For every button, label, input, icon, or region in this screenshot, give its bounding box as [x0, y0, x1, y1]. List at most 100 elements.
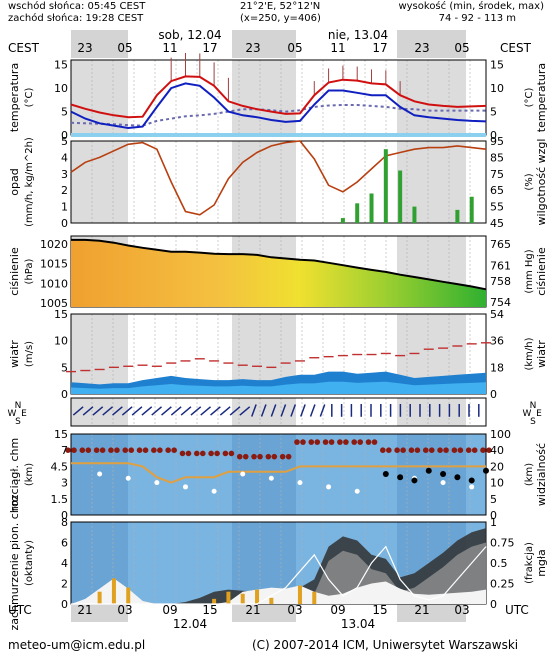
y-tick-label: 15 — [54, 308, 68, 321]
cloud-base-dot — [236, 453, 243, 460]
cloud-base-dot — [108, 447, 114, 454]
bottom-day1: 12.04 — [173, 617, 207, 631]
cloud-base-dot — [314, 439, 321, 445]
y-tick-label: 10 — [54, 335, 68, 348]
top-hour-label: 17 — [202, 41, 217, 55]
y-tick-label: 1015 — [40, 258, 68, 271]
y-tick-label: 4 — [61, 557, 68, 570]
cloud-base-dot — [151, 447, 157, 454]
compass-e-right: E — [536, 409, 542, 419]
y-tick-label: 15 — [54, 428, 68, 441]
axis-label-left: opad — [8, 168, 21, 195]
cloud-cover-bar — [297, 585, 302, 604]
y-tick-label: 0 — [61, 217, 68, 230]
timebar-night — [232, 30, 296, 58]
wind-direction-arrow — [170, 406, 182, 416]
low-cloud-dot — [440, 480, 446, 486]
axis-unit-right: (°C) — [524, 88, 535, 108]
wind-direction-arrow — [200, 406, 212, 416]
y-tick-label: 6 — [61, 537, 68, 550]
footer-email[interactable]: meteo-um@icm.edu.pl — [8, 638, 146, 652]
wind-direction-arrow — [190, 406, 202, 416]
precip-dot — [454, 474, 461, 481]
axis-unit-left: (hPa) — [24, 258, 35, 284]
y2-tick-label: 5 — [490, 106, 497, 119]
y2-tick-label: 36 — [490, 335, 504, 348]
y2-tick-label: 0 — [490, 598, 497, 611]
wind-direction-arrow — [229, 406, 241, 416]
y2-tick-label: 0.75 — [490, 537, 515, 550]
axis-label-left: ciśnienie — [8, 247, 21, 296]
cloud-base-dot — [414, 447, 421, 454]
cloud-base-dot — [142, 447, 149, 454]
wind-direction-arrow — [131, 406, 143, 416]
axis-unit-right: (%) — [524, 173, 535, 190]
precip-dot — [468, 477, 475, 484]
wind-direction-arrow — [102, 406, 114, 416]
low-cloud-dot — [354, 488, 360, 494]
cloud-base-dot — [193, 450, 200, 457]
axis-label-left: wiatr — [8, 340, 21, 368]
cloud-base-dot — [85, 447, 92, 454]
cloud-base-dot — [486, 447, 492, 454]
cloud-base-dot — [351, 439, 358, 445]
cloud-cover-bar — [212, 598, 217, 604]
cloud-base-dot — [242, 453, 249, 460]
cloud-base-dot — [271, 453, 278, 460]
cloud-base-dot — [71, 447, 77, 454]
sunrise-text: wschód słońca: 05:45 CEST — [8, 0, 146, 12]
cloud-base-dot — [380, 447, 386, 454]
cloud-base-dot — [300, 439, 306, 445]
compass-s: S — [15, 417, 21, 427]
fog-line — [71, 545, 487, 605]
y-tick-label: 15 — [54, 59, 68, 72]
compass-w: W — [8, 409, 17, 419]
wind-direction-arrow — [151, 406, 163, 416]
wind-direction-arrow — [141, 406, 153, 416]
cloud-base-dot — [294, 439, 300, 445]
precip-bar — [340, 218, 345, 223]
wind-direction-arrow — [309, 404, 316, 417]
wind-direction-arrow — [82, 406, 94, 416]
low-cloud-dot — [326, 484, 332, 490]
temp-min-line — [70, 82, 487, 130]
top-hour-label: 11 — [162, 41, 177, 55]
cloud-base-dot — [285, 453, 292, 460]
cloud-base-dot — [328, 439, 335, 445]
y2-tick-label: 0 — [490, 129, 497, 142]
wind-direction-arrow — [92, 406, 104, 416]
cloud-base-dot — [480, 447, 486, 454]
y2-tick-label: 95 — [490, 135, 504, 148]
low-cloud-dot — [469, 484, 475, 490]
y2-tick-label: 761 — [490, 259, 511, 272]
wind-direction-arrow — [180, 406, 192, 416]
night-band — [71, 398, 128, 426]
altitude-label: wysokość (min, środek, max) — [398, 0, 544, 12]
y2-tick-label: 10 — [490, 82, 504, 95]
night-band — [71, 314, 128, 394]
low-cloud-dot — [268, 475, 274, 481]
precip-dot — [397, 474, 404, 481]
y-tick-label: 1005 — [40, 297, 68, 310]
night-band — [232, 398, 296, 426]
y2-tick-label: 18 — [490, 361, 504, 374]
panel-direction-frame — [70, 397, 487, 427]
top-hour-label: 23 — [77, 41, 92, 55]
y2-tick-label: 54 — [490, 308, 504, 321]
night-band — [397, 60, 466, 135]
top-hour-label: 17 — [372, 41, 387, 55]
y2-tick-label: 15 — [490, 59, 504, 72]
bottom-hour-label: 03 — [117, 603, 132, 617]
cloud-base-dot — [279, 453, 286, 460]
cloud-base-dot — [371, 439, 378, 445]
compass-n: N — [15, 401, 22, 411]
wind-direction-arrow — [251, 404, 257, 417]
precip-bar — [383, 149, 388, 223]
precip-dot — [425, 467, 432, 474]
cloud-base-dot — [386, 447, 392, 454]
y2-tick-label: 10 — [490, 477, 504, 490]
axis-label-right: temperatura — [535, 63, 548, 132]
cloud-base-dot — [357, 439, 364, 445]
y-tick-label: 8 — [61, 516, 68, 529]
